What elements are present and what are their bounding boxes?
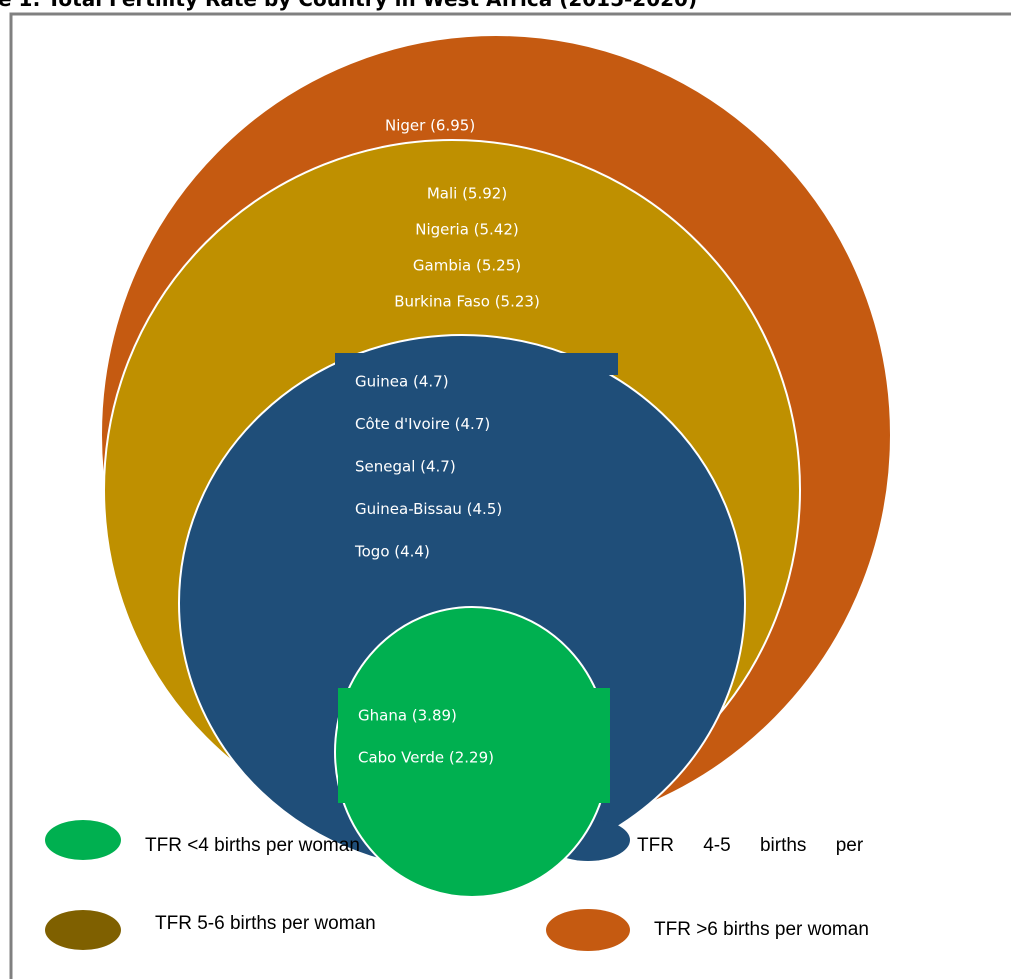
country-label: Cabo Verde (2.29) [358, 749, 494, 767]
country-label: Guinea-Bissau (4.5) [355, 500, 502, 518]
country-label: Gambia (5.25) [413, 257, 521, 275]
legend-label: TFR 5-6 births per woman [155, 913, 376, 934]
label-box [338, 688, 610, 803]
title: e 1: Total Fertility Rate by Country in … [0, 0, 697, 11]
country-label: Senegal (4.7) [355, 458, 456, 476]
country-label: Ghana (3.89) [358, 707, 457, 725]
country-label: Togo (4.4) [354, 543, 430, 561]
legend-swatch [546, 909, 630, 951]
country-label: Guinea (4.7) [355, 373, 449, 391]
frame [9, 12, 1011, 979]
legend-label: TFR 4-5 births per [637, 835, 864, 856]
label-box [335, 353, 618, 375]
country-label: Niger (6.95) [385, 117, 475, 135]
legend-swatch [45, 820, 121, 860]
legend-label: TFR <4 births per woman [145, 835, 360, 856]
legend-label: TFR >6 births per woman [654, 919, 869, 940]
country-label: Burkina Faso (5.23) [394, 293, 540, 311]
country-label: Nigeria (5.42) [415, 221, 519, 239]
legend-swatch [45, 910, 121, 950]
country-label: Mali (5.92) [427, 185, 507, 203]
country-label: Côte d'Ivoire (4.7) [355, 415, 490, 433]
